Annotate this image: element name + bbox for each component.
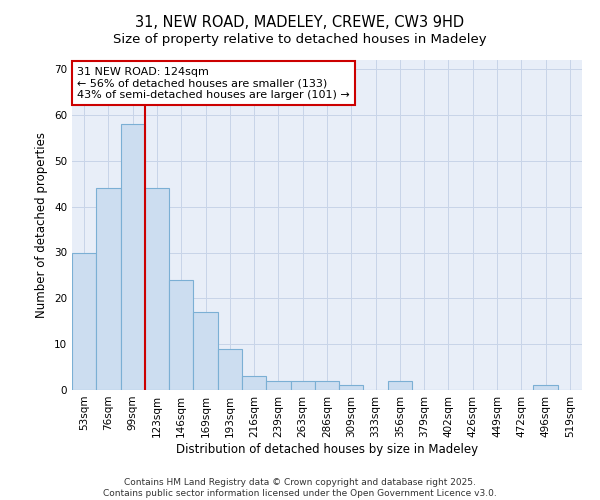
Text: 31, NEW ROAD, MADELEY, CREWE, CW3 9HD: 31, NEW ROAD, MADELEY, CREWE, CW3 9HD [136,15,464,30]
Text: 31 NEW ROAD: 124sqm
← 56% of detached houses are smaller (133)
43% of semi-detac: 31 NEW ROAD: 124sqm ← 56% of detached ho… [77,66,350,100]
Bar [533,386,558,390]
Bar [193,312,218,390]
Bar [96,188,121,390]
Bar [242,376,266,390]
Bar [388,381,412,390]
Bar [121,124,145,390]
Bar [72,252,96,390]
Bar [169,280,193,390]
Y-axis label: Number of detached properties: Number of detached properties [35,132,49,318]
Text: Size of property relative to detached houses in Madeley: Size of property relative to detached ho… [113,32,487,46]
Bar [339,386,364,390]
Bar [145,188,169,390]
X-axis label: Distribution of detached houses by size in Madeley: Distribution of detached houses by size … [176,442,478,456]
Bar [290,381,315,390]
Bar [266,381,290,390]
Text: Contains HM Land Registry data © Crown copyright and database right 2025.
Contai: Contains HM Land Registry data © Crown c… [103,478,497,498]
Bar [315,381,339,390]
Bar [218,349,242,390]
